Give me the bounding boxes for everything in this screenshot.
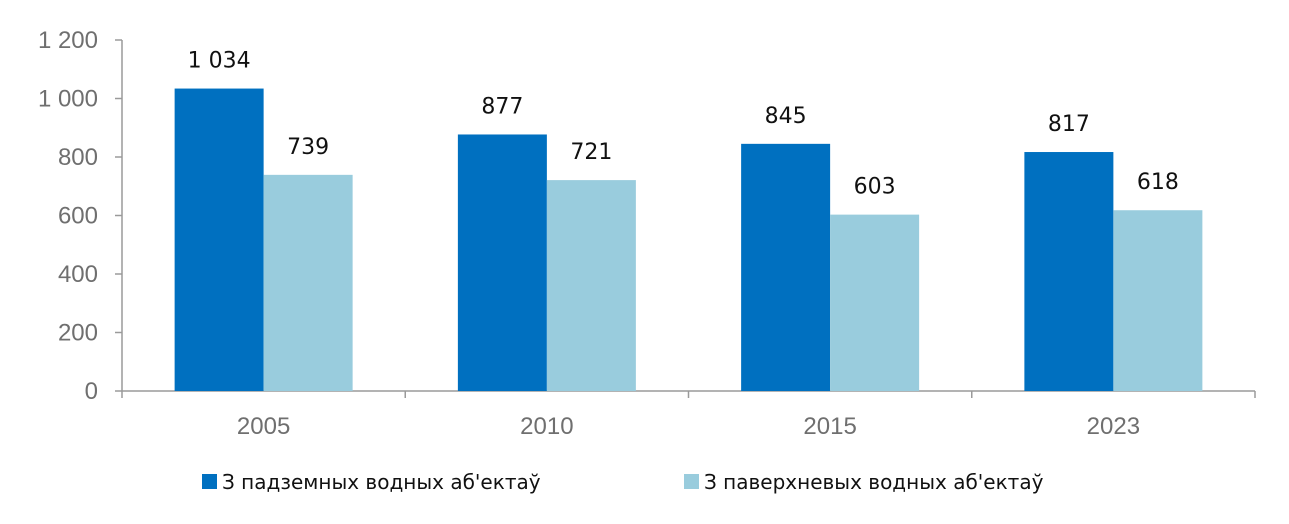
data-label: 721 (570, 140, 612, 165)
y-tick-label: 200 (58, 320, 98, 347)
bar (1113, 210, 1203, 391)
bar (546, 180, 636, 391)
data-label: 845 (765, 104, 807, 129)
x-tick-label: 2015 (803, 413, 856, 440)
x-tick-label: 2023 (1087, 413, 1140, 440)
bars (174, 88, 1203, 392)
data-labels: 1 034 739 877 721 845 603 817 618 (188, 49, 1179, 200)
data-label: 618 (1137, 170, 1179, 195)
data-label: 817 (1048, 112, 1090, 137)
y-tick-label: 0 (85, 378, 98, 405)
bar (174, 88, 264, 392)
y-tick-label: 400 (58, 261, 98, 288)
legend-label: З падземных водных аб'ектаў (222, 470, 541, 494)
data-label: 603 (854, 175, 896, 200)
data-label: 1 034 (188, 49, 251, 74)
bar (830, 214, 920, 391)
y-tick-label: 1 200 (38, 27, 98, 54)
legend-label: З паверхневых водных аб'ектаў (704, 470, 1044, 494)
legend-swatch (684, 474, 699, 489)
data-label: 739 (287, 135, 329, 160)
x-tick-label: 2010 (520, 413, 573, 440)
y-tick-label: 600 (58, 203, 98, 230)
data-label: 877 (481, 94, 523, 119)
axes: 0 200 400 600 800 1 000 1 200 2005 2010 2015 2023 (38, 27, 1256, 440)
legend: З падземных водных аб'ектаў З паверхневых… (202, 470, 1044, 494)
bar (1024, 152, 1114, 391)
bar (263, 174, 353, 391)
legend-swatch (202, 474, 217, 489)
y-tick-label: 800 (58, 144, 98, 171)
bar (457, 134, 547, 392)
x-tick-label: 2005 (237, 413, 290, 440)
bar (741, 143, 831, 391)
y-tick-label: 1 000 (38, 86, 98, 113)
